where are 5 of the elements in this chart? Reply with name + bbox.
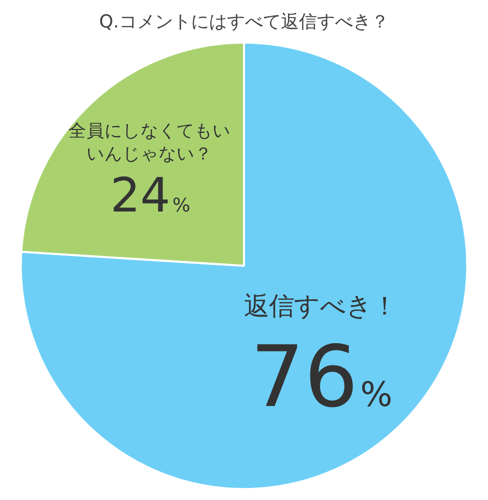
slice-label: 返信すべき！ — [244, 290, 397, 321]
slice-label: 全員にしなくてもいいんじゃない？ — [68, 122, 230, 165]
chart-title: Q.コメントにはすべて返信すべき？ — [99, 11, 389, 32]
data-label: 76% — [250, 327, 392, 426]
data-label: 24% — [110, 168, 190, 224]
